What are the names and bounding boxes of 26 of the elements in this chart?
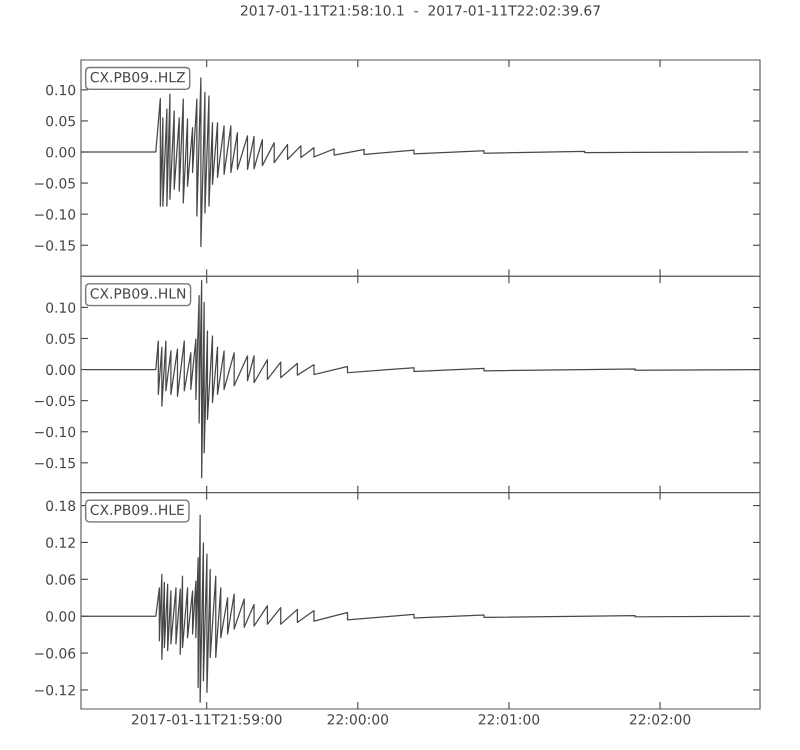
- x-tick-label: 22:01:00: [478, 714, 540, 725]
- y-tick-label: 0.06: [46, 574, 76, 585]
- x-tick-label: 22:00:00: [328, 714, 388, 725]
- x-tick-label: 2017-01-11T21:59:00: [132, 714, 282, 725]
- y-tick-label: 0.18: [46, 500, 76, 512]
- y-tick-label: −0.05: [35, 396, 75, 406]
- y-tick-label: −0.06: [35, 648, 76, 659]
- y-tick-label: −0.05: [35, 178, 75, 189]
- y-tick-label: 0.00: [46, 364, 76, 376]
- y-tick-label: 0.12: [46, 537, 75, 548]
- chart-title: 2017-01-11T21:58:10.1 - 2017-01-11T22:02:39.67: [240, 5, 600, 16]
- y-tick-label: 0.05: [46, 116, 75, 126]
- x-tick-label: 22:02:00: [630, 714, 690, 725]
- y-tick-label: −0.15: [35, 240, 75, 251]
- y-tick-label: −0.15: [35, 458, 75, 468]
- y-tick-label: 0.05: [46, 333, 75, 344]
- annotation: CX.PB09..HLN: [90, 288, 186, 299]
- y-tick-label: 0.10: [46, 84, 76, 96]
- y-tick-label: −0.10: [35, 209, 76, 220]
- y-tick-label: 0.00: [46, 146, 76, 158]
- annotation: CX.PB09..HLZ: [90, 72, 185, 82]
- y-tick-label: 0.10: [46, 302, 76, 313]
- annotation: CX.PB09..HLE: [90, 504, 184, 516]
- y-tick-label: −0.10: [35, 426, 76, 438]
- y-tick-label: 0.00: [46, 611, 76, 622]
- y-tick-label: −0.12: [35, 684, 75, 696]
